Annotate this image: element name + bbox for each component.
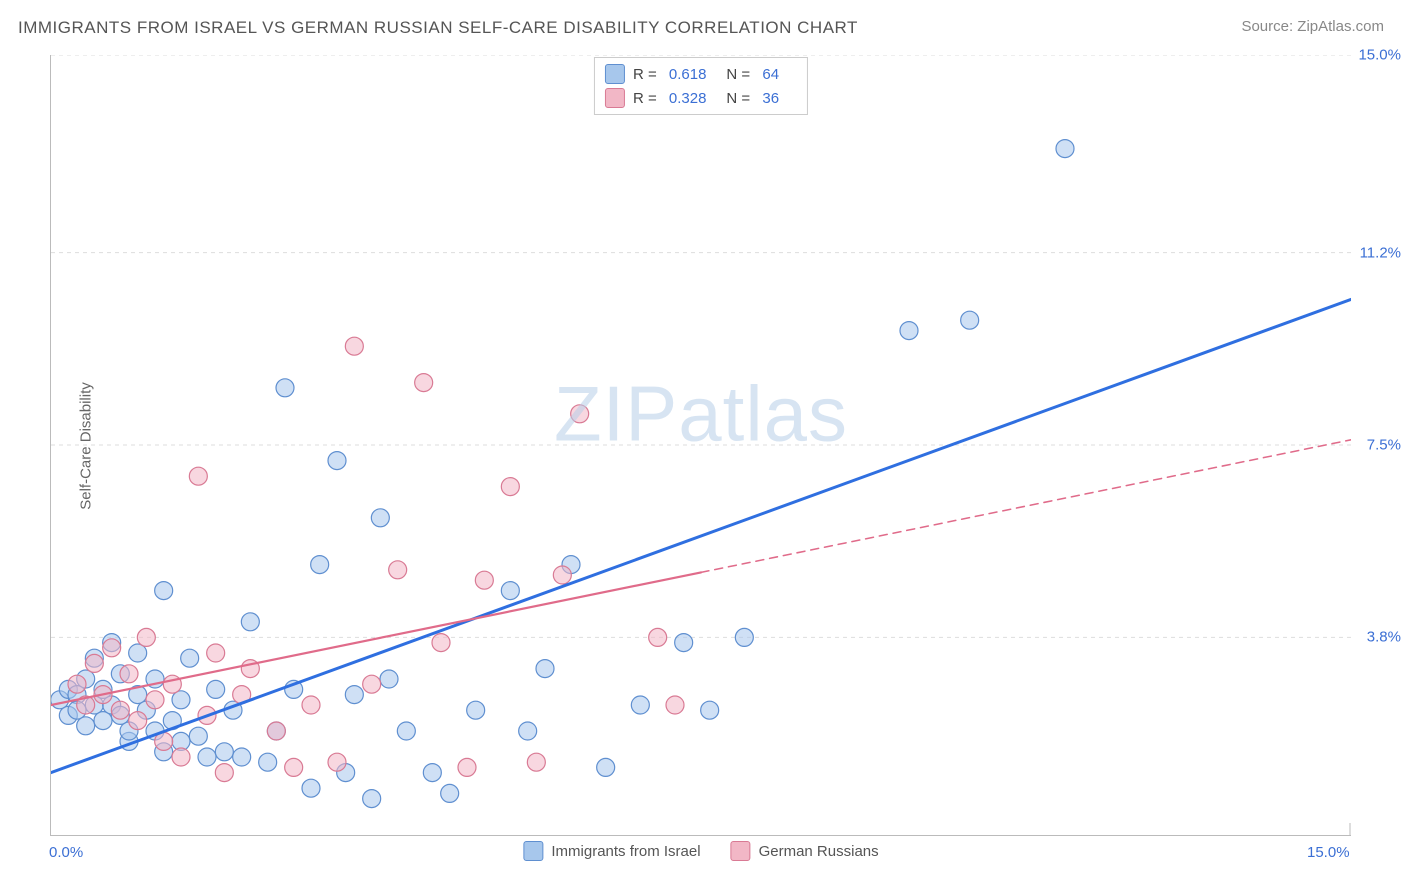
legend-swatch-icon: [523, 841, 543, 861]
legend-n-key: N =: [726, 90, 754, 107]
legend-stats-box: R = 0.618 N = 64 R = 0.328 N = 36: [594, 57, 808, 115]
x-tick-label: 15.0%: [1307, 844, 1350, 861]
plot-area: ZIPatlas R = 0.618 N = 64 R = 0.328 N = …: [50, 55, 1351, 836]
y-tick-label: 7.5%: [1367, 437, 1401, 454]
legend-series-item: Immigrants from Israel: [523, 841, 700, 861]
legend-n-value: 36: [762, 90, 779, 107]
legend-series-item: German Russians: [731, 841, 879, 861]
legend-series-box: Immigrants from Israel German Russians: [523, 841, 878, 861]
legend-n-key: N =: [726, 66, 754, 83]
chart-container: IMMIGRANTS FROM ISRAEL VS GERMAN RUSSIAN…: [0, 0, 1406, 892]
legend-swatch-icon: [605, 64, 625, 84]
source-label: Source: ZipAtlas.com: [1241, 18, 1384, 35]
legend-n-value: 64: [762, 66, 779, 83]
y-tick-label: 3.8%: [1367, 629, 1401, 646]
legend-series-label: Immigrants from Israel: [551, 843, 700, 860]
chart-title: IMMIGRANTS FROM ISRAEL VS GERMAN RUSSIAN…: [18, 18, 858, 38]
x-tick-label: 0.0%: [49, 844, 83, 861]
legend-swatch-icon: [731, 841, 751, 861]
legend-swatch-icon: [605, 88, 625, 108]
legend-stats-row: R = 0.618 N = 64: [605, 62, 791, 86]
legend-series-label: German Russians: [759, 843, 879, 860]
scatter-svg: [51, 55, 1351, 835]
legend-r-key: R =: [633, 66, 661, 83]
y-tick-label: 15.0%: [1358, 47, 1401, 64]
legend-r-key: R =: [633, 90, 661, 107]
legend-stats-row: R = 0.328 N = 36: [605, 86, 791, 110]
legend-r-value: 0.618: [669, 66, 707, 83]
legend-r-value: 0.328: [669, 90, 707, 107]
y-tick-label: 11.2%: [1360, 244, 1401, 261]
